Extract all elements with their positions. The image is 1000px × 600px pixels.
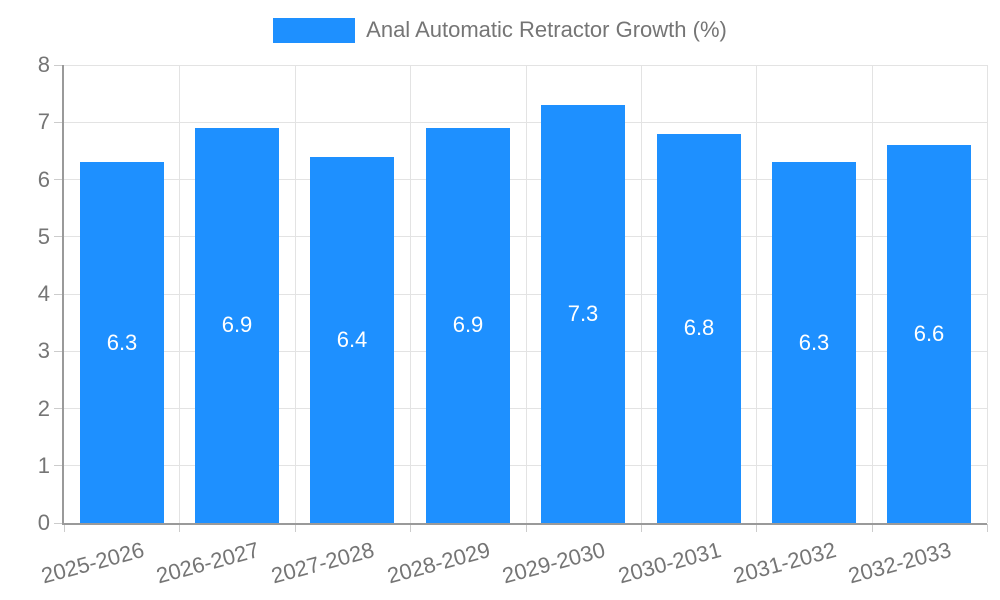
y-axis-tick-label: 0	[37, 510, 50, 535]
bar[interactable]	[541, 105, 625, 523]
y-axis-tick	[54, 293, 62, 295]
y-axis-tick-label: 3	[37, 338, 50, 364]
bar[interactable]	[657, 133, 741, 523]
x-axis-category-label: 2026-2027	[153, 537, 262, 589]
y-axis-tick	[54, 179, 62, 180]
y-axis-tick	[54, 236, 62, 238]
bar[interactable]	[772, 162, 856, 523]
y-axis-tick	[54, 465, 62, 467]
gridline-vertical	[756, 65, 758, 523]
gridline-vertical	[294, 65, 296, 523]
bar-value-label: 6.9	[452, 312, 484, 337]
y-axis-tick-label: 6	[37, 166, 50, 192]
bar-value-label: 6.6	[913, 321, 945, 346]
x-axis-tick	[410, 524, 412, 532]
x-axis-category-label: 2025-2026	[38, 537, 147, 589]
bar-value-label: 6.9	[221, 312, 253, 337]
gridline-vertical	[410, 65, 412, 523]
x-axis-tick	[64, 524, 65, 532]
gridline-vertical	[640, 65, 642, 523]
bar-value-label: 6.3	[798, 330, 830, 355]
chart-legend: Anal Automatic Retractor Growth (%)	[0, 16, 1000, 44]
y-axis-tick	[54, 121, 62, 123]
x-axis-category-label: 2028-2029	[384, 537, 493, 589]
x-axis-tick	[294, 524, 296, 532]
x-axis-category-label: 2031-2032	[730, 537, 839, 589]
x-axis-category-label: 2032-2033	[845, 537, 954, 589]
y-axis-tick	[54, 408, 62, 409]
bar-value-label: 6.3	[106, 330, 138, 355]
y-axis-tick-label: 1	[37, 452, 50, 478]
x-axis-category-label: 2029-2030	[499, 537, 608, 589]
y-axis-tick-label: 5	[37, 223, 50, 249]
y-axis-tick-label: 7	[37, 109, 50, 135]
bar-value-label: 7.3	[567, 301, 599, 326]
y-axis-tick-label: 8	[37, 52, 50, 77]
y-axis-tick	[54, 350, 62, 352]
bar[interactable]	[80, 162, 164, 523]
x-axis-tick	[871, 524, 873, 532]
x-axis-category-label: 2030-2031	[615, 537, 724, 589]
gridline-vertical	[525, 65, 527, 523]
bar[interactable]	[310, 156, 394, 523]
x-axis-line	[62, 523, 987, 525]
y-axis-tick	[54, 522, 62, 524]
gridline-vertical	[987, 65, 988, 523]
gridline-vertical	[871, 65, 873, 523]
x-axis-category-label: 2027-2028	[268, 537, 377, 589]
y-axis-tick-label: 2	[37, 395, 50, 421]
bar-value-label: 6.4	[336, 327, 368, 352]
bar[interactable]	[195, 127, 279, 523]
legend-swatch[interactable]	[273, 17, 356, 43]
y-axis-tick-label: 4	[37, 281, 50, 306]
gridline-vertical	[179, 65, 181, 523]
x-axis-tick	[179, 524, 181, 532]
legend-label[interactable]: Anal Automatic Retractor Growth (%)	[366, 17, 727, 42]
bar[interactable]	[426, 127, 510, 523]
x-axis-tick	[640, 524, 642, 532]
y-axis-tick	[54, 64, 62, 66]
y-axis-line	[62, 65, 64, 525]
x-axis-tick	[756, 524, 758, 532]
x-axis-tick	[525, 524, 527, 532]
x-axis-tick	[987, 524, 988, 532]
bar-value-label: 6.8	[683, 315, 715, 340]
bar[interactable]	[887, 145, 971, 523]
